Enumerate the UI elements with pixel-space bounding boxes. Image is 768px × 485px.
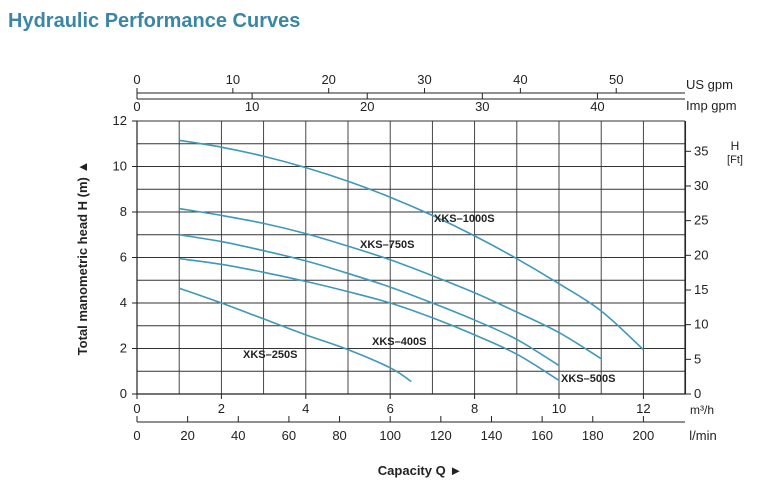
curve-xks-500s — [179, 233, 560, 367]
lmin-axis-label: l/min — [689, 428, 716, 443]
ft-axis-unit: [Ft] — [727, 154, 743, 166]
y-tick-label: 4 — [120, 295, 127, 310]
ft-tick-label: 5 — [694, 351, 701, 366]
lmin-tick-label: 80 — [332, 428, 346, 443]
curve-xks-750s — [179, 207, 602, 360]
imp-tick-label: 10 — [245, 99, 259, 114]
ft-tick-label: 15 — [694, 282, 708, 297]
us-tick-label: 0 — [133, 72, 140, 87]
series-label: XKS–250S — [243, 349, 297, 361]
lmin-tick-label: 200 — [633, 428, 655, 443]
ft-tick-label: 25 — [694, 213, 708, 228]
x-tick-label: 12 — [636, 401, 650, 416]
page-title: Hydraulic Performance Curves — [8, 10, 301, 32]
ft-tick-label: 10 — [694, 317, 708, 332]
x-tick-label: 2 — [218, 401, 225, 416]
lmin-tick-label: 20 — [180, 428, 194, 443]
imp-tick-label: 30 — [475, 99, 489, 114]
series-label: XKS–750S — [360, 239, 414, 251]
ft-tick-label: 0 — [694, 386, 701, 401]
lmin-tick-label: 160 — [531, 428, 553, 443]
y-tick-label: 0 — [120, 386, 127, 401]
x-axis-title: Capacity Q ► — [378, 463, 462, 478]
y-tick-label: 12 — [113, 113, 127, 128]
imp-tick-label: 40 — [590, 99, 604, 114]
us-tick-label: 50 — [609, 72, 623, 87]
x-tick-label: 8 — [471, 401, 478, 416]
curve-xks-1000s — [179, 139, 644, 351]
us-tick-label: 40 — [513, 72, 527, 87]
us-tick-label: 30 — [417, 72, 431, 87]
ft-tick-label: 20 — [694, 247, 708, 262]
y-tick-label: 8 — [120, 204, 127, 219]
curve-xks-250s — [178, 287, 412, 383]
series-label: XKS–400S — [372, 336, 426, 348]
us-tick-label: 20 — [321, 72, 335, 87]
imp-tick-label: 20 — [360, 99, 374, 114]
imp-axis-label: Imp gpm — [686, 98, 737, 113]
x-tick-label: 10 — [552, 401, 566, 416]
y-axis-title: Total manometric head H (m) ▲ — [75, 161, 90, 356]
y-tick-label: 2 — [120, 341, 127, 356]
x-tick-label: 4 — [302, 401, 309, 416]
lmin-tick-label: 100 — [379, 428, 401, 443]
lmin-tick-label: 140 — [481, 428, 503, 443]
x-unit-label: m³/h — [690, 403, 714, 417]
imp-tick-label: 0 — [133, 99, 140, 114]
y-tick-label: 6 — [120, 250, 127, 265]
lmin-tick-label: 0 — [133, 428, 140, 443]
lmin-tick-label: 120 — [430, 428, 452, 443]
us-axis-label: US gpm — [686, 77, 733, 92]
us-tick-label: 10 — [226, 72, 240, 87]
ft-axis-label: H — [731, 139, 740, 153]
curve-xks-400s — [179, 257, 560, 382]
lmin-tick-label: 60 — [282, 428, 296, 443]
ft-tick-label: 30 — [694, 178, 708, 193]
y-tick-label: 10 — [113, 159, 127, 174]
lmin-tick-label: 40 — [231, 428, 245, 443]
series-label: XKS–500S — [561, 373, 615, 385]
x-tick-label: 0 — [133, 401, 140, 416]
series-label: XKS–1000S — [434, 213, 495, 225]
lmin-tick-label: 180 — [582, 428, 604, 443]
ft-tick-label: 35 — [694, 143, 708, 158]
x-tick-label: 6 — [387, 401, 394, 416]
